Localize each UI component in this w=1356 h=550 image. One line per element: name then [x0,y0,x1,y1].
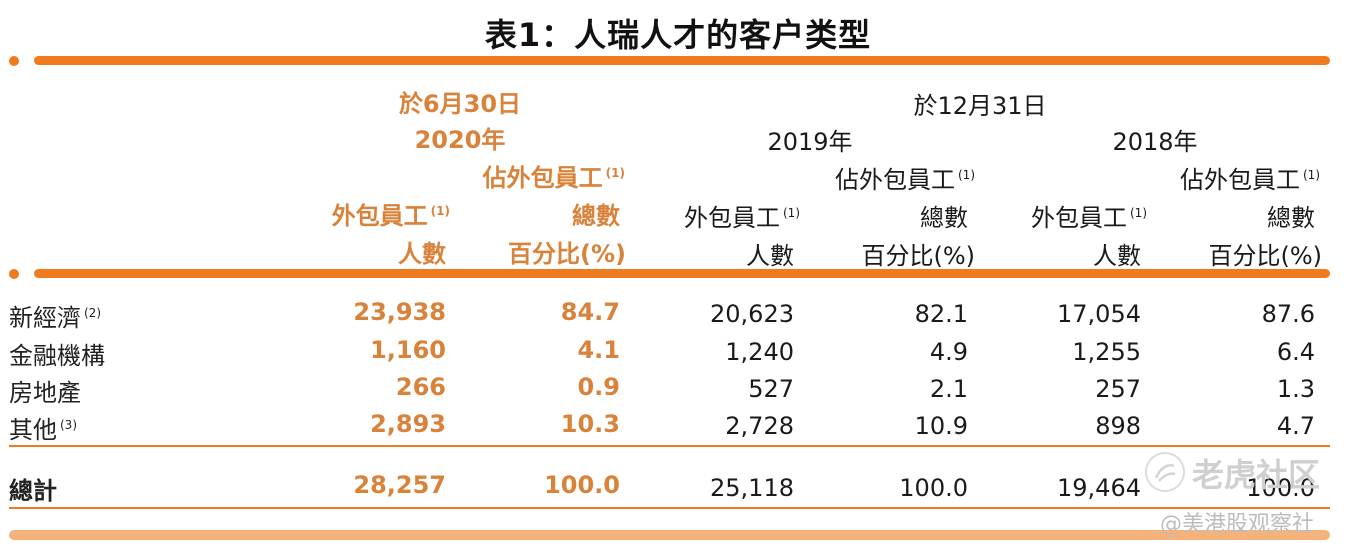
total-label: 總計 [9,477,57,505]
header-2020-cnt-line2: 人數 [398,240,446,268]
header-2018-pct-line1: 佔外包員工 (1) [1180,166,1320,194]
page-title: 表1：人瑞人才的客户类型 [484,16,872,54]
rule-dot [9,269,19,279]
header-2018-year: 2018年 [1112,128,1198,156]
total-2020-count: 28,257 [353,471,446,499]
row-label: 新經濟 (2) [9,304,101,332]
cell-2020-count: 266 [395,373,446,401]
cell-2019-count: 2,728 [725,412,794,440]
header-2020-pct-line1: 佔外包員工 (1) [482,164,625,192]
header-2018-cnt-line1: 外包員工 (1) [1031,204,1147,232]
header-2019-cnt-line1: 外包員工 (1) [684,204,800,232]
total-2020-pct: 100.0 [544,471,620,499]
row-label: 房地產 [9,379,81,407]
cell-2020-count: 2,893 [370,410,446,438]
cell-2020-pct: 84.7 [560,298,620,326]
header-rule [34,269,1330,278]
header-2020-date: 於6月30日 [398,90,522,118]
header-hist-date: 於12月31日 [913,92,1047,120]
cell-2019-pct: 10.9 [914,412,968,440]
header-2019-pct-line1: 佔外包員工 (1) [835,166,975,194]
cell-2018-count: 17,054 [1057,300,1141,328]
header-2020-pct-line3: 百分比(%) [508,240,626,268]
header-2019-cnt-line2: 人數 [746,242,794,270]
total-2018-count: 19,464 [1057,474,1141,502]
bottom-thin-rule [9,507,1330,509]
header-2019-pct-line2: 總數 [920,204,968,232]
bottom-rule [9,530,1330,540]
header-2018-pct-line3: 百分比(%) [1208,242,1322,270]
cell-2019-count: 20,623 [710,300,794,328]
cell-2019-pct: 2.1 [929,375,968,403]
cell-2018-pct: 4.7 [1276,412,1315,440]
watermark-logo-icon [1145,452,1185,492]
header-2019-year: 2019年 [767,128,853,156]
cell-2018-count: 257 [1095,375,1141,403]
header-2020-cnt-line1: 外包員工 (1) [331,202,450,230]
subtotal-rule [9,445,1330,447]
row-label: 金融機構 [9,342,105,370]
header-2018-pct-line2: 總數 [1267,204,1315,232]
header-2018-cnt-line2: 人數 [1093,242,1141,270]
row-label: 其他 (3) [9,416,77,444]
cell-2019-count: 1,240 [725,338,794,366]
cell-2020-pct: 4.1 [577,336,620,364]
total-2019-pct: 100.0 [899,474,968,502]
cell-2018-count: 898 [1095,412,1141,440]
cell-2018-count: 1,255 [1072,338,1141,366]
top-rule [34,56,1330,65]
cell-2019-pct: 4.9 [929,338,968,366]
total-2019-count: 25,118 [710,474,794,502]
cell-2020-count: 23,938 [353,298,446,326]
watermark-brand: 老虎社区 [1192,456,1321,494]
cell-2019-count: 527 [748,375,794,403]
cell-2018-pct: 87.6 [1261,300,1315,328]
cell-2018-pct: 1.3 [1276,375,1315,403]
cell-2018-pct: 6.4 [1276,338,1315,366]
header-2020-pct-line2: 總數 [572,202,620,230]
watermark-handle: @美港股观察社 [1160,512,1315,537]
total-2018-pct: 100.0 [1246,474,1315,502]
cell-2020-pct: 0.9 [577,373,620,401]
header-2020-year: 2020年 [414,126,506,154]
cell-2020-pct: 10.3 [560,410,620,438]
cell-2019-pct: 82.1 [914,300,968,328]
header-2019-pct-line3: 百分比(%) [861,242,975,270]
rule-dot [9,56,19,66]
cell-2020-count: 1,160 [370,336,446,364]
